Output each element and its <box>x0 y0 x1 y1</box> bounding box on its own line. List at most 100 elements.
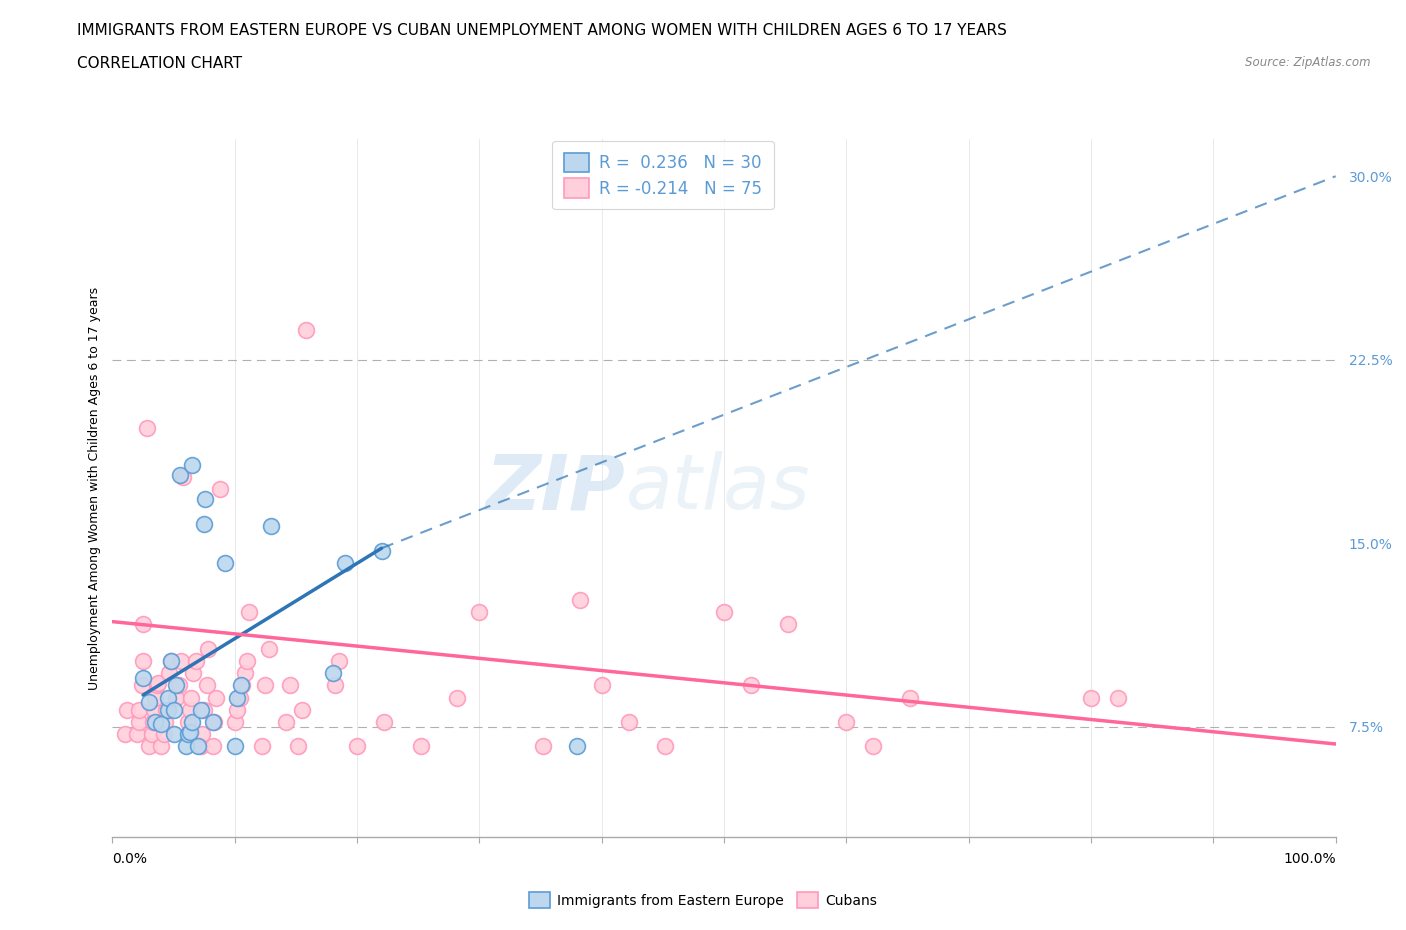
Point <box>205 690 228 705</box>
Point <box>233 666 256 681</box>
Text: IMMIGRANTS FROM EASTERN EUROPE VS CUBAN UNEMPLOYMENT AMONG WOMEN WITH CHILDREN A: IMMIGRANTS FROM EASTERN EUROPE VS CUBAN … <box>77 23 1007 38</box>
Point <box>142 714 165 729</box>
Point <box>141 726 163 741</box>
Point <box>174 739 197 754</box>
Point <box>145 678 167 693</box>
Point <box>179 702 201 717</box>
Point <box>153 714 176 729</box>
Point <box>143 714 166 729</box>
Point <box>294 323 316 338</box>
Text: 0.0%: 0.0% <box>112 852 148 866</box>
Point <box>169 468 191 483</box>
Legend: R =  0.236   N = 30, R = -0.214   N = 75: R = 0.236 N = 30, R = -0.214 N = 75 <box>553 140 773 209</box>
Point <box>190 702 212 717</box>
Point <box>135 421 157 436</box>
Point <box>165 678 187 693</box>
Point <box>567 739 589 754</box>
Point <box>1107 690 1129 705</box>
Point <box>125 726 148 741</box>
Point <box>114 726 136 741</box>
Point <box>346 739 368 754</box>
Point <box>257 641 280 656</box>
Point <box>202 714 225 729</box>
Point <box>236 654 259 669</box>
Point <box>150 717 173 732</box>
Point <box>193 702 215 717</box>
Point <box>194 492 217 507</box>
Point <box>132 617 155 631</box>
Point <box>179 724 201 739</box>
Point <box>201 739 224 754</box>
Point <box>131 678 153 693</box>
Point <box>128 702 150 717</box>
Point <box>181 458 204 472</box>
Point <box>276 714 298 729</box>
Point <box>181 714 204 729</box>
Point <box>224 739 246 754</box>
Point <box>156 690 179 705</box>
Point <box>201 714 224 729</box>
Point <box>287 739 309 754</box>
Point <box>468 604 491 619</box>
Point <box>1080 690 1102 705</box>
Point <box>226 690 249 705</box>
Point <box>191 726 214 741</box>
Point <box>776 617 799 631</box>
Point <box>155 702 177 717</box>
Point <box>138 739 160 754</box>
Point <box>163 726 186 741</box>
Point <box>177 726 200 741</box>
Point <box>370 543 392 558</box>
Point <box>180 690 202 705</box>
Point <box>157 666 180 681</box>
Point <box>862 739 884 754</box>
Point <box>898 690 921 705</box>
Point <box>172 470 194 485</box>
Text: atlas: atlas <box>626 451 811 525</box>
Point <box>835 714 858 729</box>
Point <box>333 555 356 570</box>
Point <box>591 678 613 693</box>
Point <box>409 739 432 754</box>
Point <box>143 690 166 705</box>
Point <box>160 654 183 669</box>
Point <box>197 641 219 656</box>
Point <box>160 654 183 669</box>
Point <box>238 604 260 619</box>
Point <box>654 739 676 754</box>
Point <box>260 519 283 534</box>
Point <box>291 702 314 717</box>
Point <box>228 690 250 705</box>
Point <box>226 702 249 717</box>
Point <box>323 678 346 693</box>
Point <box>132 671 155 685</box>
Point <box>115 702 138 717</box>
Text: Source: ZipAtlas.com: Source: ZipAtlas.com <box>1246 56 1371 69</box>
Point <box>322 666 344 681</box>
Point <box>187 739 209 754</box>
Y-axis label: Unemployment Among Women with Children Ages 6 to 17 years: Unemployment Among Women with Children A… <box>89 286 101 690</box>
Point <box>713 604 735 619</box>
Point <box>128 714 150 729</box>
Point <box>617 714 640 729</box>
Point <box>740 678 762 693</box>
Point <box>190 739 212 754</box>
Point <box>373 714 395 729</box>
Point <box>328 654 350 669</box>
Point <box>163 702 186 717</box>
Point <box>143 702 166 717</box>
Point <box>446 690 468 705</box>
Point <box>209 482 232 497</box>
Point <box>170 654 193 669</box>
Point <box>181 666 204 681</box>
Point <box>214 555 236 570</box>
Point <box>150 739 173 754</box>
Text: CORRELATION CHART: CORRELATION CHART <box>77 56 242 71</box>
Point <box>146 675 169 690</box>
Text: 100.0%: 100.0% <box>1284 852 1336 866</box>
Point <box>193 516 215 531</box>
Point <box>165 690 187 705</box>
Point <box>568 592 591 607</box>
Point <box>250 739 273 754</box>
Point <box>156 702 179 717</box>
